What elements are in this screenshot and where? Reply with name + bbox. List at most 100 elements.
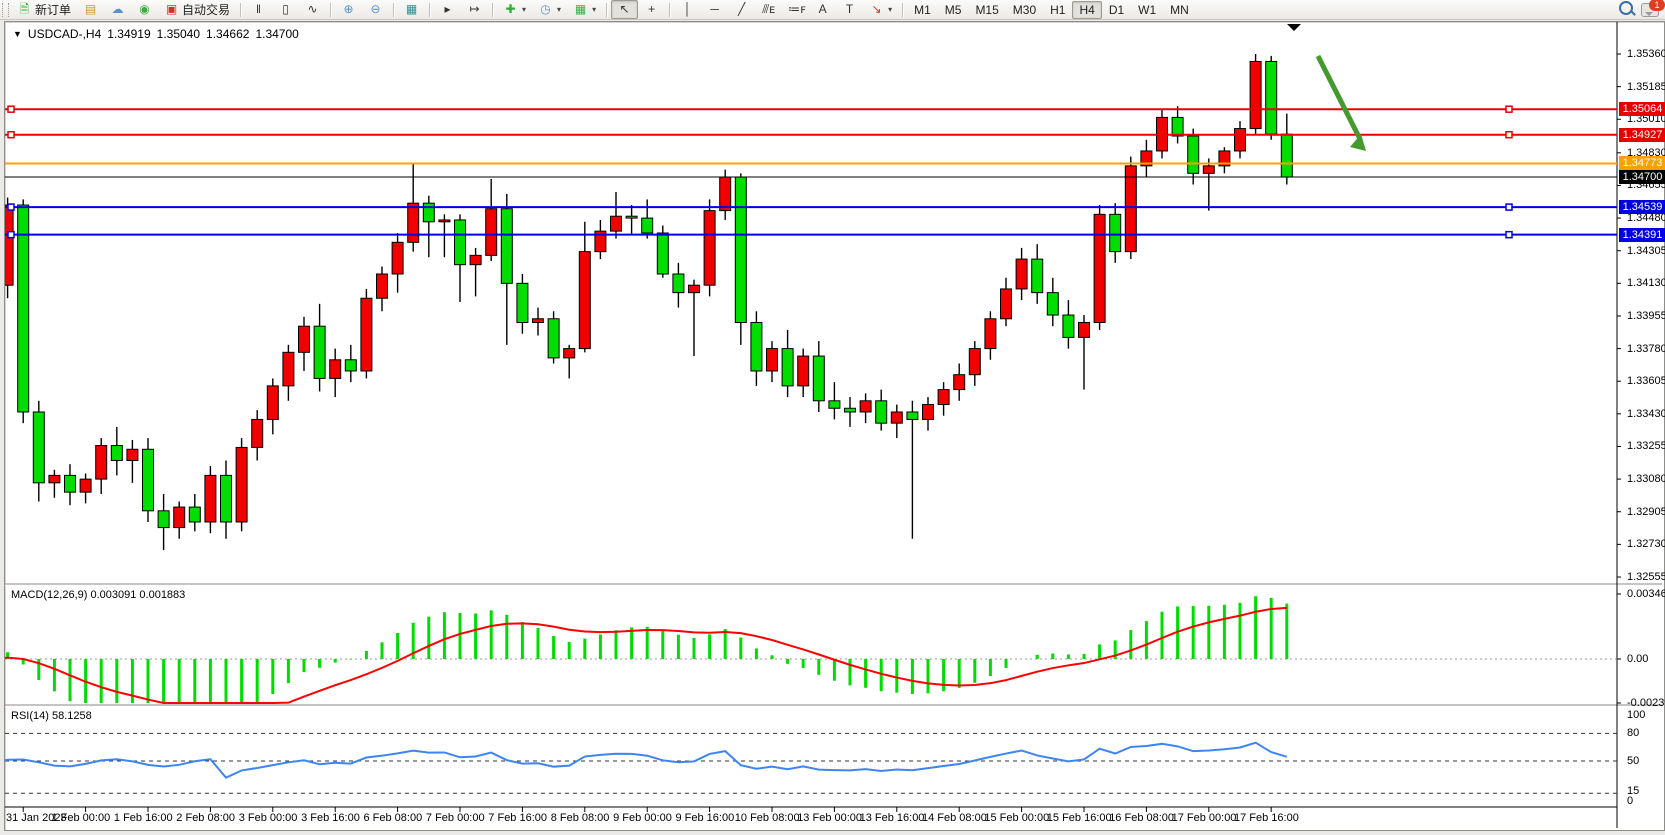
timeframe-h4-button[interactable]: H4 bbox=[1072, 0, 1102, 19]
line-chart-button[interactable]: ∿ bbox=[299, 0, 326, 19]
price-line-handle bbox=[7, 203, 15, 211]
fibonacci-button[interactable]: ≔ꜰ bbox=[782, 0, 809, 19]
chart-symbol-label: USDCAD-,H4 bbox=[27, 27, 102, 41]
candle-body-up bbox=[251, 418, 264, 448]
time-axis-label: 14 Feb 08:00 bbox=[922, 812, 987, 824]
indicator-list-dropdown-icon[interactable]: ▾ bbox=[592, 5, 597, 14]
candle-chart-icon: ▯ bbox=[282, 2, 289, 16]
toolbar-separator bbox=[902, 2, 904, 17]
price-line-handle bbox=[1505, 230, 1513, 239]
time-axis-label: 8 Feb 08:00 bbox=[550, 812, 610, 824]
autotrade-button[interactable]: ▣ 自动交易 bbox=[158, 0, 236, 20]
signals-button[interactable]: ◉ bbox=[131, 0, 158, 19]
candle-body-down bbox=[734, 176, 747, 323]
new-order-label: 新订单 bbox=[35, 3, 72, 17]
toolbar-separator bbox=[240, 2, 242, 17]
signals-icon: ◉ bbox=[139, 2, 150, 16]
timeframe-mn-button[interactable]: MN bbox=[1170, 2, 1189, 17]
search-icon[interactable] bbox=[1619, 1, 1633, 18]
candle-body-down bbox=[750, 321, 763, 372]
cursor-button[interactable]: ↖ bbox=[611, 0, 639, 19]
timeframe-m5-button[interactable]: M5 bbox=[944, 2, 962, 17]
candle-body-down bbox=[344, 359, 357, 372]
auto-scroll-button[interactable]: ▸ bbox=[434, 0, 461, 19]
rsi-axis-label: 0 bbox=[1627, 795, 1634, 808]
one-click-trading-collapse-icon[interactable]: ▼ bbox=[13, 29, 22, 39]
bar-chart-button[interactable]: ‖ bbox=[245, 0, 272, 19]
market-watch-button[interactable]: ▤ bbox=[77, 0, 104, 19]
candle-body-up bbox=[376, 273, 388, 299]
new-chart-dropdown-icon[interactable]: ▾ bbox=[522, 5, 527, 14]
notifications-icon[interactable]: 1 bbox=[1641, 0, 1665, 17]
chart-symbol-overlay: ▼ USDCAD-,H4 1.34919 1.35040 1.34662 1.3… bbox=[13, 27, 299, 41]
candle-body-up bbox=[266, 385, 279, 420]
price-axis-label: 1.35010 bbox=[1627, 113, 1665, 126]
line-chart-icon: ∿ bbox=[307, 2, 318, 16]
periods-dropdown-icon[interactable]: ▾ bbox=[557, 5, 562, 14]
arrows-tool-dropdown-icon[interactable]: ▾ bbox=[888, 5, 893, 14]
auto-scroll-icon: ▸ bbox=[444, 2, 451, 16]
candle-chart-button[interactable]: ▯ bbox=[272, 0, 299, 19]
candle-body-up bbox=[360, 297, 373, 372]
chart-shift-marker-icon[interactable] bbox=[1287, 24, 1301, 31]
price-axis-label: 1.35185 bbox=[1627, 80, 1665, 93]
chart-low-value: 1.34662 bbox=[206, 27, 250, 41]
time-axis-label: 6 Feb 08:00 bbox=[363, 812, 423, 824]
toolbar-grip[interactable] bbox=[2, 2, 9, 17]
timeframe-m1-button[interactable]: M1 bbox=[914, 2, 931, 17]
price-level-badge: 1.34927 bbox=[1619, 127, 1665, 142]
tile-windows-button[interactable]: ▦ bbox=[398, 0, 425, 19]
candle-body-down bbox=[313, 325, 326, 379]
candle-body-up bbox=[173, 506, 186, 529]
periods-button[interactable]: ◷ ▾ bbox=[532, 0, 567, 19]
crosshair-button[interactable]: + bbox=[638, 0, 665, 19]
macd-signal-line bbox=[5, 606, 1287, 704]
vertical-line-button[interactable]: │ bbox=[674, 0, 701, 19]
timeframe-m30-button[interactable]: M30 bbox=[1012, 2, 1037, 17]
candle-body-up bbox=[610, 215, 622, 232]
candle-body-up bbox=[1000, 288, 1012, 320]
candle-body-up bbox=[126, 448, 139, 461]
virtual-hosting-button[interactable]: ☁ bbox=[104, 0, 131, 19]
market-watch-icon: ▤ bbox=[84, 2, 97, 16]
candle-body-down bbox=[110, 445, 123, 461]
candle-body-down bbox=[32, 411, 45, 484]
time-axis-label: 7 Feb 00:00 bbox=[425, 812, 485, 824]
chart-shift-button[interactable]: ↦ bbox=[461, 0, 488, 19]
toolbar-separator bbox=[606, 2, 608, 17]
candle-body-up bbox=[235, 446, 248, 523]
zoom-out-button[interactable]: ⊖ bbox=[362, 0, 389, 19]
candle-body-down bbox=[672, 273, 685, 294]
price-axis-label: 1.32555 bbox=[1627, 570, 1665, 583]
rsi-line bbox=[5, 741, 1288, 779]
candle-body-up bbox=[1249, 60, 1262, 130]
equidistant-channel-button[interactable]: ⫻ᴇ bbox=[755, 0, 782, 19]
indicator-list-button[interactable]: ▦ ▾ bbox=[567, 0, 602, 19]
timeframe-d1-button[interactable]: D1 bbox=[1108, 2, 1125, 17]
annotation-arrow-shaft[interactable] bbox=[1315, 54, 1363, 141]
new-order-button[interactable]: 🗎 新订单 bbox=[11, 0, 77, 20]
chart-canvas[interactable] bbox=[5, 22, 1662, 828]
timeframe-m15-button[interactable]: M15 bbox=[975, 2, 999, 17]
price-axis-label: 1.32905 bbox=[1627, 505, 1665, 518]
candle-body-up bbox=[859, 400, 872, 413]
candle-body-up bbox=[953, 374, 966, 391]
candle-body-up bbox=[204, 474, 217, 523]
price-axis-label: 1.34130 bbox=[1627, 277, 1665, 290]
text-label-button[interactable]: T bbox=[836, 0, 863, 19]
chart-close-value: 1.34700 bbox=[255, 27, 299, 41]
new-chart-button[interactable]: ✚ ▾ bbox=[497, 0, 532, 19]
candle-body-down bbox=[1062, 314, 1075, 338]
toolbar-separator bbox=[429, 2, 431, 17]
time-axis-label: 1 Feb 16:00 bbox=[113, 812, 173, 824]
horizontal-line-button[interactable]: ─ bbox=[701, 0, 728, 19]
candle-body-down bbox=[142, 448, 154, 512]
arrows-tool-button[interactable]: ↘ ▾ bbox=[863, 0, 898, 19]
zoom-in-button[interactable]: ⊕ bbox=[335, 0, 362, 19]
timeframe-h1-button[interactable]: H1 bbox=[1050, 2, 1066, 17]
trendline-button[interactable]: ╱ bbox=[728, 0, 755, 19]
candle-body-up bbox=[594, 230, 607, 253]
timeframe-w1-button[interactable]: W1 bbox=[1138, 2, 1157, 17]
candle-body-up bbox=[391, 241, 404, 275]
text-button[interactable]: A bbox=[809, 0, 836, 19]
